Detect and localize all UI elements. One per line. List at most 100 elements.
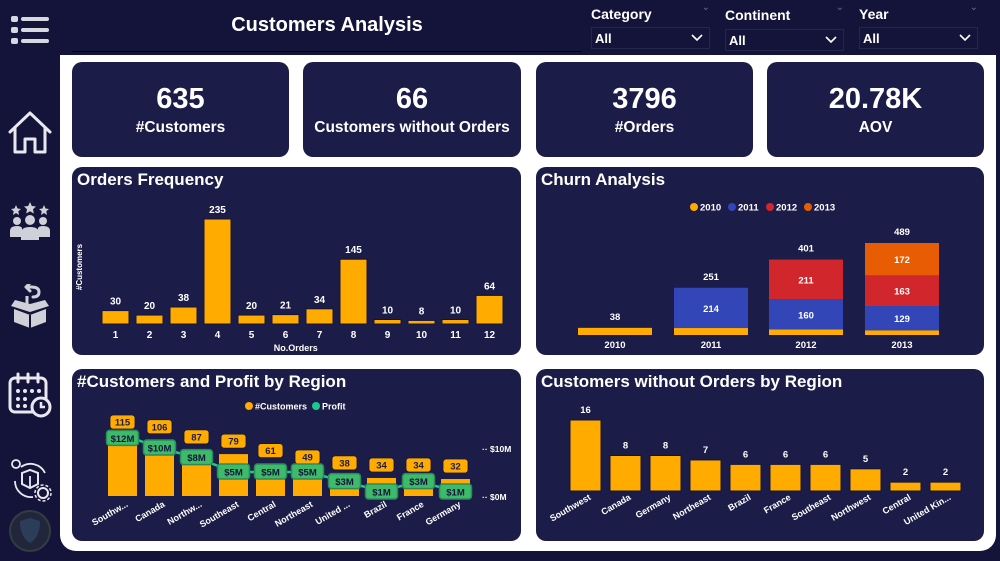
filter-label: Continent <box>725 7 791 23</box>
data-label: 5 <box>863 454 869 465</box>
customers-stars-icon[interactable] <box>5 196 55 246</box>
category-filter[interactable]: Category ⌄ All <box>583 0 718 52</box>
bar <box>649 455 682 492</box>
chart-title: Churn Analysis <box>541 170 666 189</box>
data-label: 8 <box>623 441 628 452</box>
profit-label-box <box>290 463 325 480</box>
profit-label: $8M <box>187 453 206 464</box>
bar <box>849 468 882 492</box>
kpi-value: 66 <box>395 83 429 115</box>
page-title: Customers Analysis <box>72 0 582 52</box>
bar <box>809 463 842 492</box>
x-tick-label: Southw... <box>90 499 129 527</box>
filter-label: Category <box>591 6 652 22</box>
legend-marker <box>804 203 812 211</box>
bar <box>475 294 504 325</box>
total-label: 401 <box>798 244 815 255</box>
customers-profit-region-chart: #Customers Profit 115 106 87 79 61 49 38 34 34 32 $1… <box>90 402 511 530</box>
segment-label: 172 <box>894 255 910 266</box>
data-label: 38 <box>178 293 190 304</box>
kpi-value: 635 <box>156 83 205 115</box>
orders-frequency-card: Orders Frequency 30 1 20 2 38 3 235 4 20 5 21 6 34 7 1… <box>72 167 521 355</box>
data-label: 21 <box>280 301 292 312</box>
data-label: 64 <box>484 281 496 292</box>
segment-label: 211 <box>798 275 814 286</box>
bar <box>373 319 402 325</box>
bar <box>169 306 198 325</box>
chevron-down-icon[interactable]: ⌄ <box>969 2 978 13</box>
profit-label-box <box>142 439 177 456</box>
data-label: 38 <box>339 458 350 469</box>
profit-label-box <box>401 472 436 490</box>
calendar-clock-icon[interactable] <box>5 370 55 420</box>
x-tick-label: 1 <box>113 330 119 341</box>
x-tick-label: United ... <box>314 499 352 527</box>
x-tick-label: Germany <box>634 492 673 520</box>
continent-dropdown[interactable]: All <box>725 29 844 51</box>
data-label-box <box>368 457 395 473</box>
chevron-down-icon <box>691 34 703 42</box>
kpi-label: #Customers <box>135 119 226 136</box>
x-tick-label: 2010 <box>604 340 625 351</box>
x-tick-label: 9 <box>385 330 391 341</box>
x-tick-label: 3 <box>181 330 187 341</box>
stacked-bar-segment <box>674 287 748 329</box>
menu-list-icon[interactable] <box>5 5 55 55</box>
continent-filter[interactable]: Continent ⌄ All <box>717 0 852 52</box>
data-label: 10 <box>450 306 462 317</box>
chart-title: Orders Frequency <box>77 170 224 189</box>
x-tick-label: Canada <box>599 492 633 517</box>
x-tick-label: Central <box>881 492 913 516</box>
data-label-box <box>405 457 432 473</box>
bar <box>889 481 922 492</box>
x-tick-label: 8 <box>351 330 357 341</box>
segment-label: 214 <box>703 304 720 315</box>
filter-value: All <box>729 32 746 48</box>
year-dropdown[interactable]: All <box>859 27 978 49</box>
return-box-icon[interactable] <box>5 282 55 332</box>
data-label: 34 <box>376 460 387 471</box>
year-filter[interactable]: Year ⌄ All <box>851 0 986 52</box>
bar <box>929 481 962 492</box>
bar <box>769 463 802 492</box>
sidebar <box>0 0 60 561</box>
data-label: 106 <box>152 422 168 433</box>
legend-label: 2012 <box>776 203 797 214</box>
kpi-customers-without-orders: 66 Customers without Orders <box>303 62 521 157</box>
data-label: 79 <box>228 437 239 448</box>
chevron-down-icon[interactable]: ⌄ <box>701 2 710 13</box>
x-tick-label: 5 <box>249 330 255 341</box>
data-label: 16 <box>580 405 591 416</box>
segment-label: 129 <box>894 314 910 325</box>
profit-label: $5M <box>261 468 280 479</box>
x-tick-label: Northeast <box>273 499 314 529</box>
bar <box>569 419 602 492</box>
profit-label: $12M <box>111 434 135 445</box>
x-tick-label: 6 <box>283 330 289 341</box>
filter-value: All <box>595 30 612 46</box>
x-tick-label: Brazil <box>726 492 752 513</box>
kpi-label: AOV <box>858 119 893 136</box>
home-icon[interactable] <box>5 107 55 157</box>
bar <box>441 319 470 325</box>
customers-without-orders-region-card: Customers without Orders by Region 16 Sou… <box>536 369 984 541</box>
x-tick-label: Northeast <box>671 492 712 522</box>
legend-label: 2011 <box>738 203 759 214</box>
chevron-down-icon[interactable]: ⌄ <box>835 2 844 13</box>
data-label: 61 <box>265 446 276 457</box>
data-label: 34 <box>413 460 424 471</box>
data-label-box <box>331 455 358 471</box>
total-label: 38 <box>610 312 621 323</box>
x-tick-label: France <box>762 492 793 515</box>
x-tick-label: Northwest <box>829 492 872 523</box>
filter-value: All <box>863 30 880 46</box>
data-label: 6 <box>783 449 788 460</box>
data-label: 30 <box>110 297 122 308</box>
product-cycle-icon[interactable] <box>5 455 55 505</box>
x-tick-label: France <box>395 499 426 522</box>
x-tick-label: 2013 <box>891 340 912 351</box>
data-label: 115 <box>115 418 131 429</box>
profit-label: $1M <box>372 488 391 499</box>
category-dropdown[interactable]: All <box>591 27 710 49</box>
x-axis-label: No.Orders <box>274 343 318 353</box>
